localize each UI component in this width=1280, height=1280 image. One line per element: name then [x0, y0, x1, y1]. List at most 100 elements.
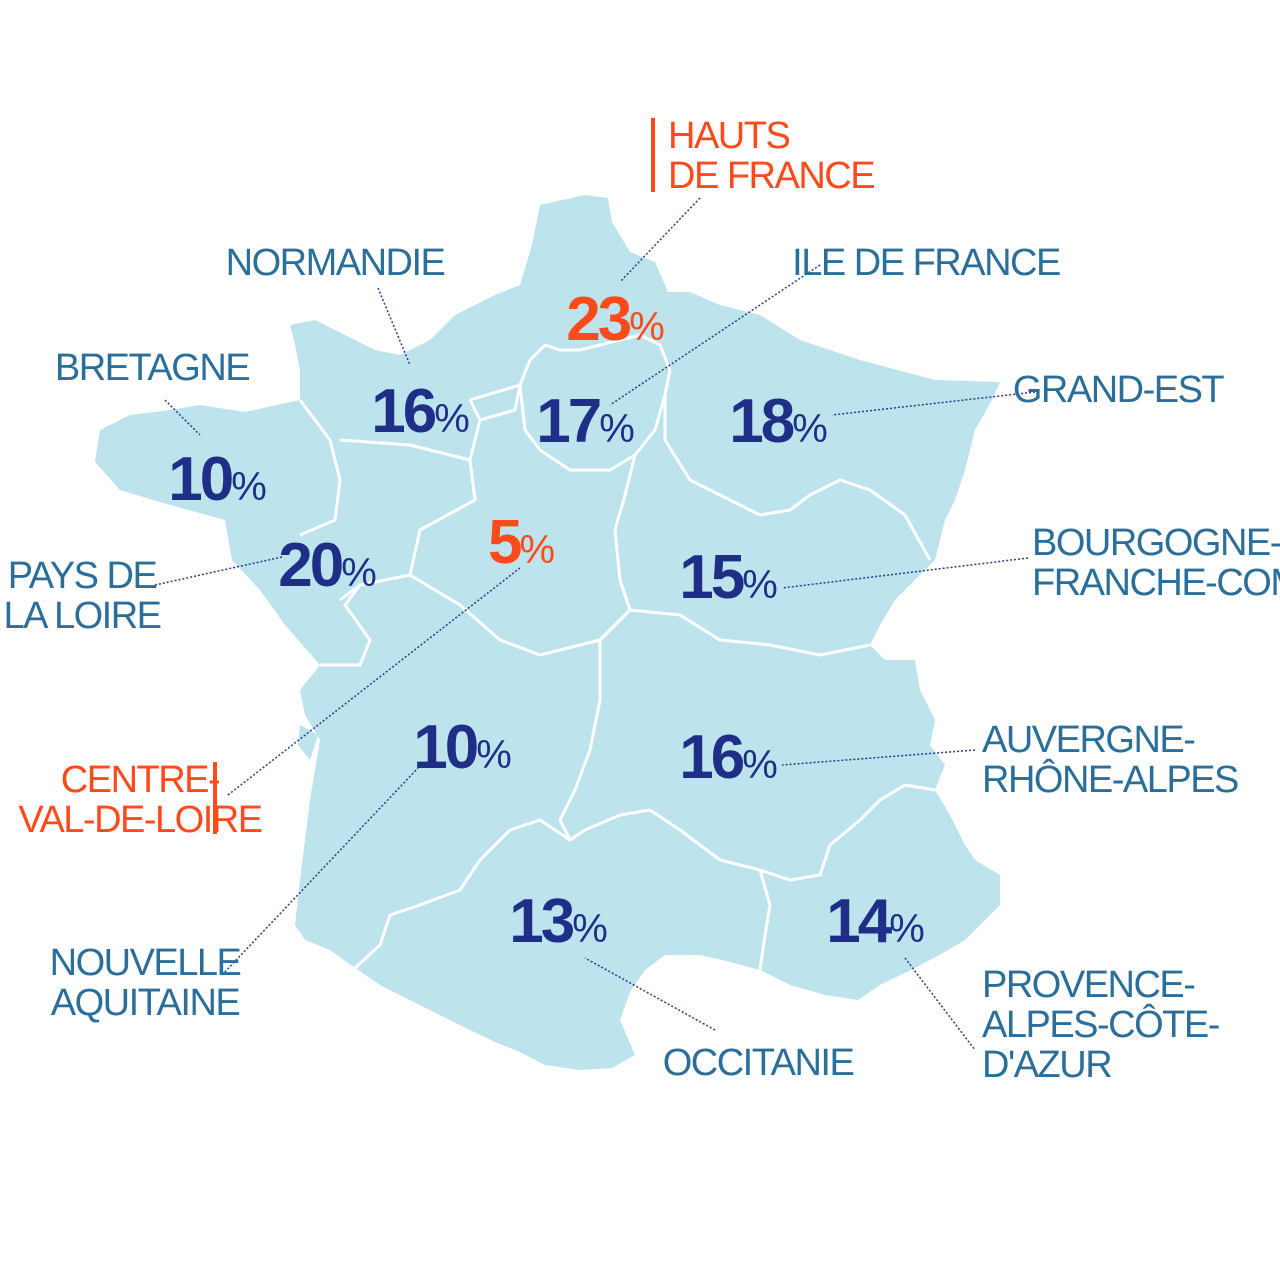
value-unit: %: [231, 465, 266, 509]
region-border: [469, 333, 672, 402]
region-value-grand-est: 18%: [729, 387, 827, 456]
region-border: [649, 808, 791, 882]
region-label-line: VAL-DE-LOIRE: [18, 799, 261, 841]
value-unit: %: [889, 907, 924, 951]
region-value-provence-alpes-cote-dazur: 14%: [826, 887, 924, 956]
value-number: 20: [278, 531, 341, 600]
france-land-shape: [95, 195, 1000, 1070]
region-label-hauts-de-france: HAUTS DE FRANCE: [668, 115, 874, 197]
region-label-centre-val-de-loire: CENTRE-VAL-DE-LOIRE: [18, 759, 261, 841]
region-label-line: LA LOIRE: [4, 595, 161, 637]
value-unit: %: [742, 743, 777, 787]
region-border: [663, 369, 932, 561]
value-unit: %: [792, 407, 827, 451]
region-value-normandie: 16%: [371, 377, 469, 446]
region-label-line: PAYS DE: [8, 555, 157, 597]
region-border: [629, 608, 871, 657]
leader-lines: [154, 197, 1036, 1051]
region-label-ile-de-france: ILE DE FRANCE: [792, 242, 1060, 284]
region-label-line: AUVERGNE-: [982, 719, 1194, 761]
region-label-pays-de-la-loire: PAYS DE LA LOIRE: [4, 555, 161, 637]
value-number: 5: [488, 508, 521, 577]
region-border: [479, 384, 522, 422]
leader-line-occitanie: [584, 957, 716, 1031]
region-border: [353, 818, 571, 970]
region-label-line: DE FRANCE: [668, 155, 874, 197]
region-value-occitanie: 13%: [509, 887, 607, 956]
highlight-markers: [213, 118, 655, 834]
value-unit: %: [434, 397, 469, 441]
value-number: 17: [536, 387, 599, 456]
region-border: [409, 573, 632, 657]
leader-line-bourgogne-franche-comte: [781, 557, 1029, 589]
region-labels: HAUTS DE FRANCE NORMANDIE ILE DE FRANCE BRET…: [4, 115, 1280, 1086]
region-value-bourgogne-franche-comte: 15%: [679, 543, 777, 612]
region-borders: [298, 333, 936, 971]
value-number: 14: [826, 887, 892, 956]
value-unit: %: [599, 407, 634, 451]
value-unit: %: [572, 907, 607, 951]
region-border: [758, 869, 772, 971]
value-number: 16: [371, 377, 435, 446]
leader-line-normandie: [377, 287, 411, 366]
region-label-line: ILE DE FRANCE: [792, 242, 1060, 284]
region-border: [558, 640, 651, 842]
region-label-line: CENTRE-: [61, 759, 219, 801]
region-value-bretagne: 10%: [168, 445, 266, 514]
value-number: 23: [566, 285, 630, 354]
region-label-line: NOUVELLE: [50, 942, 241, 984]
region-label-line: AQUITAINE: [51, 982, 240, 1024]
value-unit: %: [519, 528, 554, 572]
leader-line-centre-val-de-loire: [227, 567, 521, 796]
leader-line-hauts-de-france: [619, 197, 701, 283]
leader-line-pays-de-la-loire: [154, 556, 283, 586]
region-border: [339, 583, 361, 602]
region-label-auvergne-rhone-alpes: AUVERGNE-RHÔNE-ALPES: [982, 719, 1238, 801]
leader-line-provence-alpes-cote-dazur: [904, 957, 976, 1051]
region-label-line: GRAND-EST: [1013, 369, 1225, 411]
france-landmass: [95, 195, 1000, 1070]
region-value-hauts-de-france: 23%: [566, 285, 664, 354]
region-label-occitanie: OCCITANIE: [663, 1042, 854, 1084]
value-unit: %: [341, 551, 376, 595]
region-value-nouvelle-aquitaine: 10%: [413, 713, 511, 782]
region-label-line: RHÔNE-ALPES: [982, 757, 1238, 801]
region-label-bourgogne-franche-comte: BOURGOGNE-FRANCHE-COMTÉ: [1032, 522, 1280, 604]
region-border: [613, 454, 637, 611]
region-label-nouvelle-aquitaine: NOUVELLE AQUITAINE: [50, 942, 241, 1024]
region-value-pays-de-la-loire: 20%: [278, 531, 376, 600]
region-label-line: BRETAGNE: [55, 347, 249, 389]
value-number: 15: [679, 543, 743, 612]
region-label-provence-alpes-cote-dazur: PROVENCE-ALPES-CÔTE-D'AZUR: [982, 964, 1219, 1086]
value-number: 10: [168, 445, 231, 514]
region-label-line: PROVENCE-: [982, 964, 1194, 1006]
region-value-centre-val-de-loire: 5%: [488, 508, 554, 577]
value-number: 18: [729, 387, 793, 456]
region-label-line: OCCITANIE: [663, 1042, 854, 1084]
region-label-grand-est: GRAND-EST: [1013, 369, 1225, 411]
value-number: 10: [413, 713, 476, 782]
region-label-bretagne: BRETAGNE: [55, 347, 249, 389]
value-unit: %: [629, 305, 664, 349]
region-label-line: ALPES-CÔTE-: [982, 1002, 1219, 1046]
region-label-line: FRANCHE-COMTÉ: [1032, 561, 1280, 604]
leader-line-auvergne-rhone-alpes: [781, 749, 976, 766]
leader-line-nouvelle-aquitaine: [221, 767, 419, 976]
region-label-normandie: NORMANDIE: [226, 242, 445, 284]
region-label-line: HAUTS: [668, 115, 789, 157]
region-values: 23%16% 17%10%18%20% 5% 15%10% 16%13% 14%: [168, 285, 925, 956]
leader-line-bretagne: [164, 399, 201, 436]
region-label-line: D'AZUR: [982, 1044, 1111, 1086]
region-label-line: BOURGOGNE-: [1032, 522, 1280, 564]
region-label-line: NORMANDIE: [226, 242, 445, 284]
value-number: 16: [679, 723, 743, 792]
island-shape: [298, 725, 318, 760]
region-value-ile-de-france: 17%: [536, 387, 634, 456]
region-border: [518, 369, 672, 472]
region-value-auvergne-rhone-alpes: 16%: [679, 723, 777, 792]
region-border: [298, 399, 342, 537]
value-number: 13: [509, 887, 573, 956]
region-border: [789, 783, 936, 882]
value-unit: %: [742, 563, 777, 607]
